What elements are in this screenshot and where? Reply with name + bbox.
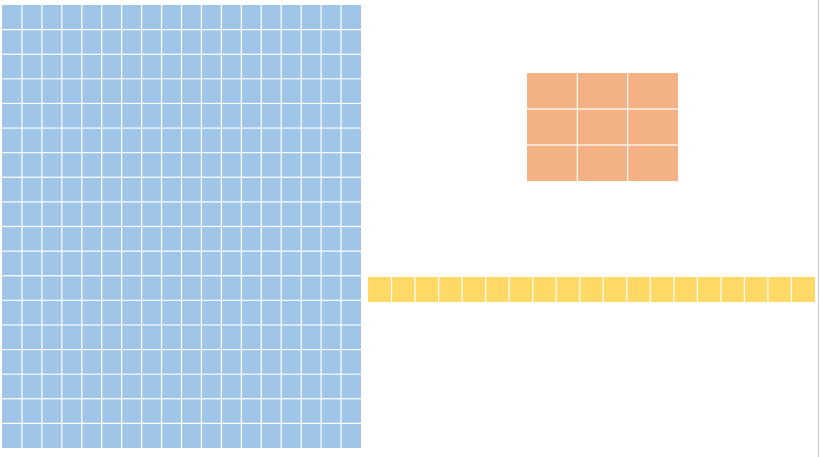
yellow-strip: [368, 277, 815, 302]
blue-grid: [2, 5, 361, 448]
orange-grid: [527, 73, 678, 181]
grid-background: [527, 73, 678, 181]
grid-background: [368, 277, 815, 302]
